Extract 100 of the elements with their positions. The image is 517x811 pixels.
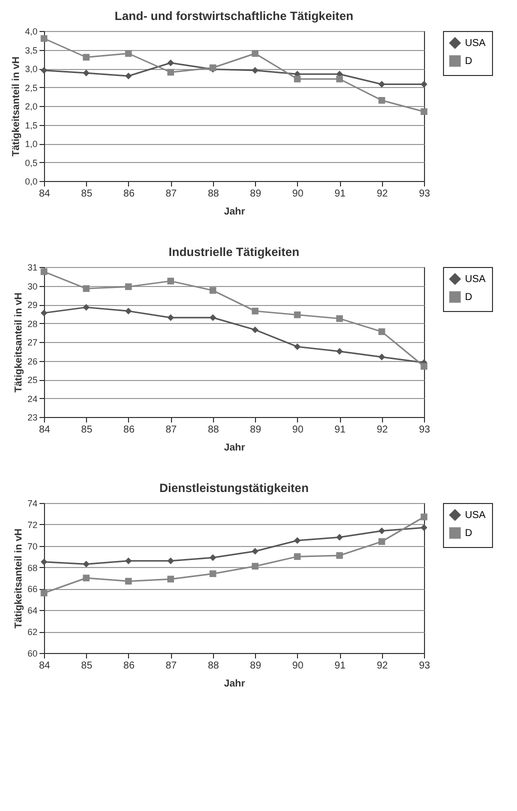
point — [82, 70, 90, 76]
x-tick-label: 85 — [81, 188, 93, 200]
point — [420, 524, 428, 531]
x-tick-label: 86 — [123, 424, 135, 436]
x-tick-label: 92 — [376, 424, 388, 436]
y-tick-label: 66 — [27, 584, 38, 594]
point — [210, 570, 216, 578]
y-tick-label: 28 — [27, 318, 38, 329]
point — [167, 68, 174, 76]
point — [40, 67, 48, 74]
x-tick-label: 93 — [418, 424, 430, 436]
x-tick-label: 85 — [81, 660, 93, 672]
x-tick-label: 91 — [334, 660, 346, 672]
x-tick-label: 93 — [418, 660, 430, 672]
y-tick-label: 74 — [27, 498, 38, 508]
legend-label: USA — [465, 274, 486, 285]
point — [336, 552, 343, 559]
y-tick-label: 23 — [27, 412, 38, 422]
x-tick-label: 89 — [250, 424, 262, 436]
x-tick-label: 85 — [81, 424, 93, 436]
x-tick-label: 84 — [38, 424, 50, 436]
point — [252, 326, 258, 334]
point — [40, 590, 48, 596]
point — [125, 50, 132, 57]
point — [252, 67, 258, 74]
point — [294, 537, 301, 544]
legend-label: USA — [465, 38, 486, 49]
x-tick-label: 93 — [418, 188, 430, 200]
point — [336, 76, 343, 82]
point — [252, 308, 258, 314]
point — [336, 315, 343, 322]
x-tick-label: 88 — [208, 660, 220, 672]
y-tick-label: 25 — [27, 375, 38, 385]
x-tick-label: 87 — [166, 424, 178, 436]
point — [40, 35, 48, 42]
point — [252, 548, 258, 555]
point — [336, 348, 343, 355]
point — [82, 54, 90, 61]
x-tick-label: 92 — [376, 188, 388, 200]
y-tick-label: 24 — [27, 394, 38, 404]
y-tick-label: 0,0 — [24, 176, 38, 186]
x-tick-label: 88 — [208, 188, 220, 200]
point — [210, 314, 216, 321]
y-tick-label: 68 — [27, 562, 38, 573]
legend-label: D — [465, 528, 472, 539]
point — [125, 72, 132, 80]
point — [125, 308, 132, 314]
point — [378, 80, 386, 88]
point — [378, 538, 386, 545]
x-tick-label: 86 — [123, 660, 135, 672]
point — [294, 311, 301, 318]
point — [167, 576, 174, 582]
point — [167, 278, 174, 284]
point — [420, 363, 428, 370]
chart-title: Industrielle Tätigkeiten — [168, 245, 300, 259]
point — [210, 554, 216, 561]
y-tick-label: 26 — [27, 356, 38, 366]
legend-label: D — [465, 56, 472, 67]
x-tick-label: 84 — [38, 188, 50, 200]
point — [82, 560, 90, 568]
point — [378, 328, 386, 336]
x-tick-label: 92 — [376, 660, 388, 672]
point — [40, 310, 48, 316]
y-tick-label: 27 — [27, 338, 38, 348]
y-tick-label: 0,5 — [24, 158, 38, 168]
y-tick-label: 4,0 — [24, 26, 38, 36]
point — [378, 528, 386, 534]
x-tick-label: 90 — [292, 424, 304, 436]
x-axis-title: Jahr — [224, 678, 246, 690]
y-tick-label: 1,5 — [24, 120, 38, 130]
point — [125, 578, 132, 585]
x-tick-label: 89 — [250, 188, 262, 200]
point — [294, 343, 301, 350]
y-tick-label: 30 — [27, 281, 38, 292]
point — [294, 76, 301, 82]
x-tick-label: 86 — [123, 188, 135, 200]
y-tick-label: 29 — [27, 300, 38, 310]
y-axis-title: Tätigkeitsanteil in vH — [13, 528, 24, 629]
chart-title: Land- und forstwirtschaftliche Tätigkeiten — [114, 9, 354, 23]
y-tick-label: 64 — [27, 606, 38, 616]
point — [336, 534, 343, 541]
point — [420, 80, 428, 88]
y-tick-label: 2,0 — [24, 102, 38, 112]
point — [420, 514, 428, 520]
legend-label: USA — [465, 510, 486, 521]
y-axis-title: Tätigkeitsanteil in vH — [13, 292, 24, 393]
x-tick-label: 87 — [166, 188, 178, 200]
point — [252, 50, 258, 57]
x-tick-label: 90 — [292, 660, 304, 672]
point — [82, 285, 90, 292]
point — [294, 553, 301, 560]
x-tick-label: 87 — [166, 660, 178, 672]
point — [167, 314, 174, 321]
point — [252, 562, 258, 570]
y-tick-label: 31 — [27, 262, 38, 272]
legend-label: D — [465, 292, 472, 303]
point — [378, 97, 386, 104]
x-tick-label: 89 — [250, 660, 262, 672]
chart-title: Dienstleistungstätigkeiten — [159, 481, 309, 495]
y-tick-label: 2,5 — [24, 82, 38, 93]
